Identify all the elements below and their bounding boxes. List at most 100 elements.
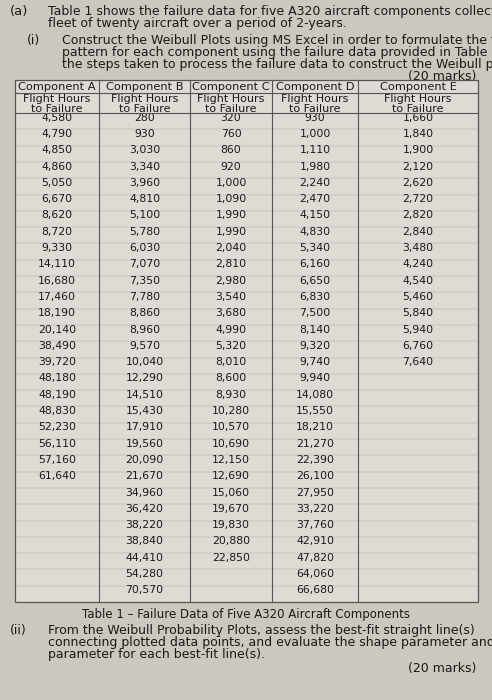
Text: to Failure: to Failure	[119, 104, 170, 115]
Text: 930: 930	[305, 113, 325, 122]
Text: 14,080: 14,080	[296, 390, 334, 400]
Text: 1,000: 1,000	[299, 129, 331, 139]
Text: 760: 760	[220, 129, 242, 139]
Text: 2,120: 2,120	[402, 162, 433, 172]
Text: pattern for each component using the failure data provided in Table 1. Outline: pattern for each component using the fai…	[62, 46, 492, 59]
Text: 7,350: 7,350	[129, 276, 160, 286]
Text: Component E: Component E	[379, 81, 457, 92]
Text: 5,940: 5,940	[402, 325, 433, 335]
Text: the steps taken to process the failure data to construct the Weibull plots.: the steps taken to process the failure d…	[62, 58, 492, 71]
Text: Table 1 shows the failure data for five A320 aircraft components collected from : Table 1 shows the failure data for five …	[48, 5, 492, 18]
Text: 5,780: 5,780	[129, 227, 160, 237]
Text: 2,720: 2,720	[402, 194, 433, 204]
Text: 3,480: 3,480	[402, 243, 433, 253]
Text: 6,650: 6,650	[300, 276, 331, 286]
Text: (20 marks): (20 marks)	[408, 70, 476, 83]
Text: 8,930: 8,930	[215, 390, 246, 400]
Text: 14,110: 14,110	[38, 260, 76, 270]
Text: 10,570: 10,570	[212, 422, 250, 433]
Text: Flight Hours: Flight Hours	[384, 94, 452, 104]
Text: 48,830: 48,830	[38, 406, 76, 416]
Text: Component C: Component C	[192, 81, 270, 92]
Text: 5,840: 5,840	[402, 308, 433, 318]
Text: 4,150: 4,150	[300, 211, 331, 220]
Text: 4,860: 4,860	[41, 162, 72, 172]
Bar	[15, 80, 478, 602]
Text: Component A: Component A	[18, 81, 96, 92]
Text: 48,190: 48,190	[38, 390, 76, 400]
Text: 22,850: 22,850	[212, 553, 250, 563]
Text: 6,160: 6,160	[300, 260, 331, 270]
Text: 33,220: 33,220	[296, 504, 334, 514]
Text: 18,210: 18,210	[296, 422, 334, 433]
Text: 42,910: 42,910	[296, 536, 334, 547]
Text: 3,340: 3,340	[129, 162, 160, 172]
Text: 16,680: 16,680	[38, 276, 76, 286]
Text: 6,030: 6,030	[129, 243, 160, 253]
Text: Component D: Component D	[276, 81, 354, 92]
Text: 56,110: 56,110	[38, 439, 76, 449]
Text: 48,180: 48,180	[38, 374, 76, 384]
Text: 18,190: 18,190	[38, 308, 76, 318]
Text: 4,540: 4,540	[402, 276, 433, 286]
Text: 1,840: 1,840	[402, 129, 433, 139]
Text: 1,090: 1,090	[215, 194, 246, 204]
Text: 3,960: 3,960	[129, 178, 160, 188]
Text: 2,820: 2,820	[402, 211, 433, 220]
Text: 38,490: 38,490	[38, 341, 76, 351]
Text: 8,010: 8,010	[215, 357, 246, 367]
Text: 66,680: 66,680	[296, 585, 334, 595]
Text: 19,670: 19,670	[212, 504, 250, 514]
Text: to Failure: to Failure	[31, 104, 83, 115]
Text: 38,220: 38,220	[125, 520, 163, 530]
Text: 280: 280	[134, 113, 155, 122]
Text: 8,960: 8,960	[129, 325, 160, 335]
Text: 8,620: 8,620	[41, 211, 72, 220]
Text: 320: 320	[220, 113, 242, 122]
Text: 27,950: 27,950	[296, 488, 334, 498]
Text: 5,050: 5,050	[41, 178, 73, 188]
Text: 14,510: 14,510	[125, 390, 163, 400]
Text: (20 marks): (20 marks)	[408, 662, 476, 675]
Text: 12,690: 12,690	[212, 471, 250, 482]
Text: 19,830: 19,830	[212, 520, 250, 530]
Text: 8,860: 8,860	[129, 308, 160, 318]
Bar	[15, 80, 478, 602]
Text: Construct the Weibull Plots using MS Excel in order to formulate the failure: Construct the Weibull Plots using MS Exc…	[62, 34, 492, 47]
Text: Table 1 – Failure Data of Five A320 Aircraft Components: Table 1 – Failure Data of Five A320 Airc…	[83, 608, 410, 621]
Text: Flight Hours: Flight Hours	[111, 94, 178, 104]
Text: 44,410: 44,410	[125, 553, 163, 563]
Text: 12,290: 12,290	[125, 374, 163, 384]
Text: Flight Hours: Flight Hours	[281, 94, 349, 104]
Text: 3,680: 3,680	[215, 308, 246, 318]
Text: 57,160: 57,160	[38, 455, 76, 465]
Text: 10,040: 10,040	[125, 357, 164, 367]
Text: 7,640: 7,640	[402, 357, 433, 367]
Text: 8,720: 8,720	[41, 227, 72, 237]
Text: 36,420: 36,420	[125, 504, 163, 514]
Text: 1,000: 1,000	[215, 178, 246, 188]
Text: 3,030: 3,030	[129, 146, 160, 155]
Text: to Failure: to Failure	[392, 104, 444, 115]
Text: 930: 930	[134, 129, 155, 139]
Text: 1,980: 1,980	[300, 162, 331, 172]
Text: 5,100: 5,100	[129, 211, 160, 220]
Text: 15,430: 15,430	[125, 406, 163, 416]
Text: 9,330: 9,330	[41, 243, 72, 253]
Text: From the Weibull Probability Plots, assess the best-fit straight line(s): From the Weibull Probability Plots, asse…	[48, 624, 475, 637]
Text: 21,270: 21,270	[296, 439, 334, 449]
Text: 1,990: 1,990	[215, 227, 246, 237]
Text: 5,320: 5,320	[215, 341, 246, 351]
Text: connecting plotted data points, and evaluate the shape parameter and scale: connecting plotted data points, and eval…	[48, 636, 492, 649]
Text: 52,230: 52,230	[38, 422, 76, 433]
Text: 5,340: 5,340	[300, 243, 331, 253]
Text: 17,910: 17,910	[125, 422, 163, 433]
Text: Flight Hours: Flight Hours	[197, 94, 265, 104]
Text: 2,240: 2,240	[300, 178, 331, 188]
Text: 15,550: 15,550	[296, 406, 334, 416]
Text: 61,640: 61,640	[38, 471, 76, 482]
Text: 7,500: 7,500	[299, 308, 331, 318]
Text: 20,090: 20,090	[125, 455, 164, 465]
Text: 17,460: 17,460	[38, 292, 76, 302]
Text: 10,690: 10,690	[212, 439, 250, 449]
